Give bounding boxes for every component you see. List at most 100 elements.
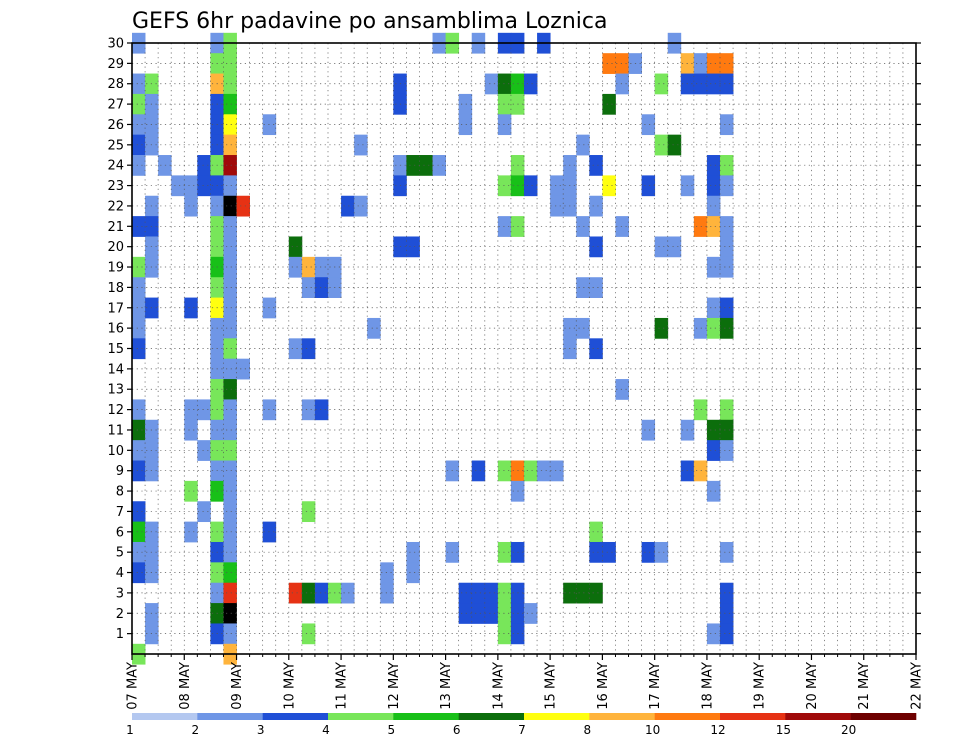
heatmap-cell (706, 195, 721, 217)
heatmap-cell (550, 460, 564, 482)
heatmap-cell (484, 73, 499, 95)
colorbar-label: 7 (518, 723, 526, 737)
heatmap-cell (641, 114, 656, 136)
heatmap-cell (223, 460, 237, 482)
heatmap-cell (537, 460, 551, 482)
y-tick-label: 26 (107, 118, 124, 133)
x-tick-label: 07 MAY (126, 662, 141, 710)
heatmap-cell (550, 175, 564, 197)
heatmap-cell (197, 175, 211, 197)
y-axis: 1234567891011121314151617181920212223242… (107, 37, 921, 642)
heatmap-cell (406, 541, 420, 563)
heatmap-cell (589, 541, 603, 563)
heatmap-cell (720, 175, 734, 197)
heatmap-cell (171, 175, 185, 197)
heatmap-cell (720, 297, 734, 319)
x-tick-label: 16 MAY (596, 662, 611, 710)
heatmap-cell (197, 501, 211, 523)
heatmap-cell (589, 155, 603, 176)
heatmap-cell (615, 379, 629, 400)
heatmap-cell (667, 134, 682, 156)
heatmap-cell (301, 501, 316, 523)
colorbar-swatch (589, 713, 655, 720)
y-tick-label: 12 (107, 403, 124, 418)
colorbar-swatch (850, 713, 917, 720)
heatmap-cell (497, 603, 512, 624)
heatmap-cell (341, 195, 355, 217)
y-tick-label: 9 (116, 464, 124, 479)
heatmap-cell (589, 277, 603, 298)
y-tick-label: 2 (116, 607, 124, 622)
heatmap-cell (602, 175, 616, 197)
heatmap-cell (314, 582, 329, 604)
y-tick-label: 14 (107, 362, 124, 377)
heatmap-cell (367, 317, 381, 339)
heatmap-cell (301, 582, 316, 604)
heatmap-cell (602, 53, 616, 74)
y-tick-label: 4 (116, 566, 124, 581)
chart-title: GEFS 6hr padavine po ansamblima Loznica (132, 9, 607, 34)
heatmap-cell (497, 93, 512, 115)
heatmap-cell (314, 256, 329, 278)
heatmap-cell (706, 297, 721, 319)
heatmap-cell (693, 399, 708, 421)
x-tick-label: 21 MAY (857, 662, 872, 710)
heatmap-cell (589, 582, 603, 604)
heatmap-cell (288, 256, 303, 278)
y-tick-label: 19 (107, 261, 124, 276)
heatmap-cell (223, 521, 237, 543)
colorbar-swatch (132, 713, 198, 720)
heatmap-cell (380, 562, 394, 584)
heatmap-cell (223, 440, 237, 461)
y-tick-label: 28 (107, 77, 124, 92)
heatmap-cell (406, 236, 420, 258)
heatmap-cell (497, 623, 512, 645)
heatmap-cell (354, 134, 368, 156)
heatmap-cell (223, 338, 237, 360)
heatmap-cell (184, 175, 198, 197)
heatmap-cell (314, 277, 329, 298)
heatmap-cell (497, 460, 512, 482)
heatmap-cell (497, 216, 512, 237)
heatmap-cell (706, 216, 721, 237)
heatmap-cell (223, 623, 237, 645)
heatmap-cell (223, 358, 237, 380)
heatmap-cell (693, 73, 708, 95)
heatmap-cells (132, 32, 734, 665)
heatmap-cell (484, 603, 499, 624)
y-tick-label: 16 (107, 322, 124, 337)
heatmap-cell (576, 134, 590, 156)
x-tick-label: 10 MAY (282, 662, 297, 710)
heatmap-cell (458, 93, 473, 115)
heatmap-cell (132, 73, 146, 95)
heatmap-cell (132, 501, 146, 523)
colorbar-label: 4 (322, 723, 330, 737)
heatmap-cell (471, 460, 486, 482)
x-tick-label: 22 MAY (910, 662, 925, 710)
y-tick-label: 13 (107, 383, 124, 398)
x-tick-label: 12 MAY (387, 662, 402, 710)
colorbar-swatch (393, 713, 459, 720)
heatmap-cell (132, 562, 146, 584)
heatmap-cell (132, 338, 146, 360)
heatmap-cell (301, 338, 316, 360)
heatmap-cell (197, 155, 211, 176)
heatmap-cell (720, 582, 734, 604)
heatmap-cell (720, 53, 734, 74)
heatmap-cell (223, 53, 237, 74)
heatmap-cell (184, 480, 198, 502)
colorbar-label: 5 (388, 723, 396, 737)
y-tick-label: 6 (116, 525, 124, 540)
heatmap-cell (132, 256, 146, 278)
heatmap-cell (524, 460, 538, 482)
heatmap-cell (223, 501, 237, 523)
dotted-grid (132, 43, 916, 654)
heatmap-cell (720, 236, 734, 258)
heatmap-cell (132, 216, 146, 237)
heatmap-cell (132, 460, 146, 482)
y-tick-label: 22 (107, 199, 124, 214)
heatmap-cell (223, 379, 237, 400)
heatmap-cell (497, 175, 512, 197)
y-tick-label: 15 (107, 342, 124, 357)
heatmap-cell (720, 541, 734, 563)
